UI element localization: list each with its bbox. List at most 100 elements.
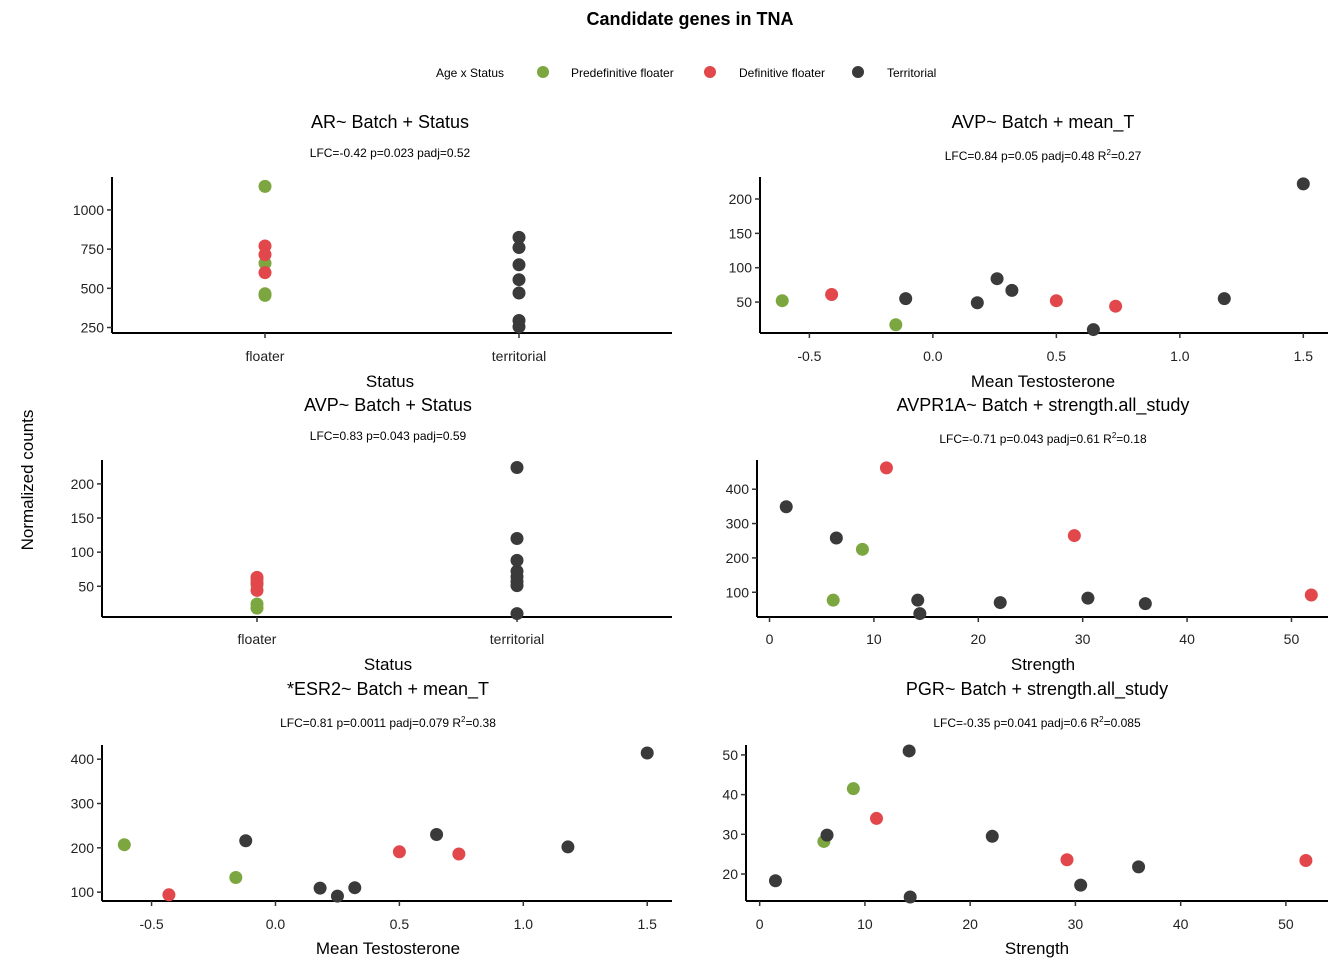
data-point [258, 266, 272, 280]
x-axis-label: Strength [1005, 939, 1069, 958]
data-point [820, 828, 834, 842]
data-point [1060, 853, 1074, 867]
y-tick-label: 30 [722, 826, 738, 842]
panel-subtitle: LFC=0.81 p=0.0011 padj=0.079 R2=0.38 [280, 715, 496, 730]
y-tick-label: 250 [81, 320, 105, 336]
data-point [1296, 177, 1310, 191]
shared-y-axis-label: Normalized counts [18, 410, 37, 551]
data-point [1304, 588, 1318, 602]
x-tick-label: floater [238, 631, 277, 647]
y-tick-label: 200 [71, 476, 95, 492]
data-point [229, 871, 243, 885]
panel-subtitle: LFC=-0.42 p=0.023 padj=0.52 [310, 146, 471, 160]
data-point [239, 834, 253, 848]
data-point [162, 888, 176, 902]
y-tick-label: 150 [71, 510, 95, 526]
data-point [855, 542, 869, 556]
panel-title: AVP~ Batch + Status [304, 395, 472, 415]
x-tick-label: 0.0 [923, 348, 943, 364]
y-tick-label: 50 [736, 294, 752, 310]
panel-avp-mean-t: AVP~ Batch + mean_T LFC=0.84 p=0.05 padj=… [729, 112, 1328, 391]
legend-swatch-predefinitive-floater [537, 66, 549, 78]
y-tick-label: 150 [729, 225, 753, 241]
data-point [829, 531, 843, 545]
data-point [1081, 591, 1095, 605]
x-axis-label: Mean Testosterone [971, 372, 1115, 391]
data-point [903, 890, 917, 904]
y-tick-label: 100 [726, 584, 750, 600]
data-point [258, 179, 272, 193]
x-tick-label: 10 [866, 631, 882, 647]
data-point [510, 607, 524, 621]
panel-subtitle: LFC=0.84 p=0.05 padj=0.48 R2=0.27 [945, 148, 1142, 163]
data-point [899, 292, 913, 306]
legend-title: Age x Status [436, 66, 504, 80]
panel-esr2-mean-t: *ESR2~ Batch + mean_T LFC=0.81 p=0.0011 p… [71, 679, 672, 958]
data-point [510, 461, 524, 475]
panel-subtitle: LFC=-0.71 p=0.043 padj=0.61 R2=0.18 [939, 431, 1147, 446]
data-point [826, 593, 840, 607]
data-point [779, 500, 793, 514]
legend-label-predefinitive-floater: Predefinitive floater [571, 66, 674, 80]
x-axis-label: Strength [1011, 655, 1075, 674]
x-tick-label: -0.5 [140, 916, 164, 932]
x-tick-label: territorial [492, 348, 546, 364]
x-tick-label: 50 [1278, 916, 1294, 932]
x-tick-label: 0 [766, 631, 774, 647]
legend: Age x Status Predefinitive floater Defin… [436, 66, 936, 80]
y-tick-label: 200 [71, 840, 95, 856]
x-tick-label: 1.5 [637, 916, 657, 932]
y-tick-label: 50 [78, 578, 94, 594]
data-point [313, 881, 327, 895]
y-tick-label: 400 [71, 751, 95, 767]
x-tick-label: 0 [756, 916, 764, 932]
data-point [250, 583, 264, 597]
data-point [985, 829, 999, 843]
data-point [640, 746, 654, 760]
data-point [768, 874, 782, 888]
panel-title: AR~ Batch + Status [311, 112, 469, 132]
x-tick-label: territorial [490, 631, 544, 647]
data-point [330, 889, 344, 903]
data-point [1299, 854, 1313, 868]
legend-label-territorial: Territorial [887, 66, 936, 80]
y-tick-label: 200 [729, 191, 753, 207]
data-point [512, 258, 526, 272]
data-point [1109, 299, 1123, 313]
y-tick-label: 40 [722, 787, 738, 803]
data-point [1067, 529, 1081, 543]
panel-title: *ESR2~ Batch + mean_T [287, 679, 489, 700]
y-tick-label: 300 [71, 796, 95, 812]
data-point [430, 828, 444, 842]
data-point [970, 296, 984, 310]
data-point [913, 607, 927, 621]
x-tick-label: 20 [962, 916, 978, 932]
y-tick-label: 300 [726, 516, 750, 532]
x-tick-label: 20 [971, 631, 987, 647]
x-axis-label: Mean Testosterone [316, 939, 460, 958]
data-point [512, 286, 526, 300]
data-point [1049, 294, 1063, 308]
x-axis-label: Status [366, 372, 414, 391]
y-tick-label: 400 [726, 481, 750, 497]
y-tick-label: 1000 [73, 202, 104, 218]
data-point [510, 579, 524, 593]
data-point [889, 318, 903, 332]
x-tick-label: 30 [1075, 631, 1091, 647]
figure-title: Candidate genes in TNA [586, 9, 793, 29]
data-point [1138, 597, 1152, 611]
data-point [902, 744, 916, 758]
data-point [392, 845, 406, 859]
y-tick-label: 200 [726, 550, 750, 566]
panel-title: PGR~ Batch + strength.all_study [906, 679, 1168, 700]
legend-swatch-territorial [852, 66, 864, 78]
data-point [1217, 292, 1231, 306]
data-point [117, 838, 131, 852]
x-tick-label: 0.5 [1047, 348, 1067, 364]
x-tick-label: 0.5 [390, 916, 410, 932]
panel-subtitle: LFC=-0.35 p=0.041 padj=0.6 R2=0.085 [933, 715, 1141, 730]
x-axis-label: Status [364, 655, 412, 674]
y-tick-label: 100 [71, 884, 95, 900]
x-tick-label: floater [246, 348, 285, 364]
